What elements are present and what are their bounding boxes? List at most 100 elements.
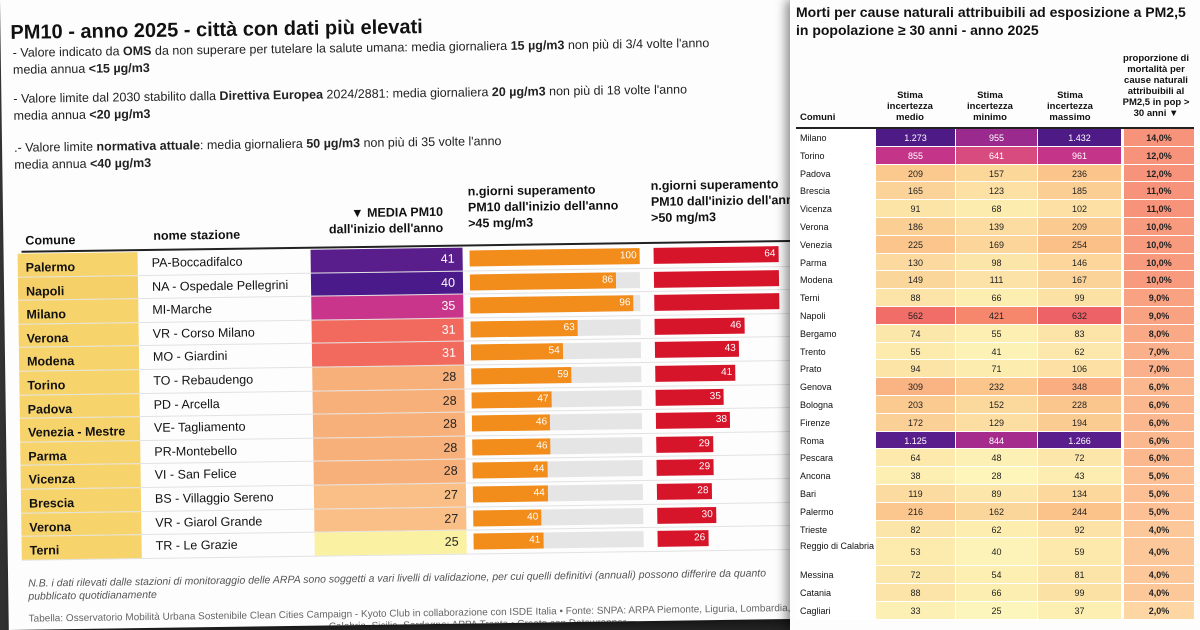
proporzione-cell: 11,0% <box>1124 182 1194 200</box>
table-row: Brescia 165 123 185 11,0% <box>796 182 1194 201</box>
stima-cell: 55 <box>956 324 1038 342</box>
comune-cell: Bari <box>796 484 876 502</box>
stima-cell: 641 <box>956 146 1038 164</box>
media-cell: 28 <box>313 436 466 462</box>
stima-cell: 59 <box>1038 538 1122 566</box>
table-row: Modena 149 111 167 10,0% <box>796 271 1194 290</box>
table-row: Trieste 82 62 92 4,0% <box>796 520 1194 539</box>
table-row: Trento 55 41 62 7,0% <box>796 342 1194 361</box>
stima-cell: 348 <box>1038 378 1122 395</box>
stazione-cell: MI-Marche <box>152 302 213 318</box>
stima-cell: 53 <box>876 538 956 566</box>
media-cell: 28 <box>313 459 466 485</box>
stazione-cell: TO - Rebaudengo <box>153 372 254 388</box>
proporzione-cell: 4,0% <box>1124 520 1194 538</box>
comune-cell: Palermo <box>796 502 876 520</box>
stima-cell: 72 <box>1038 449 1122 467</box>
stima-cell: 1.266 <box>1038 431 1122 449</box>
header-minimo: Stima incertezza minimo <box>967 90 1013 123</box>
stima-cell: 632 <box>1038 306 1122 324</box>
giorni-45-bar: 40 <box>473 509 542 526</box>
stima-cell: 38 <box>876 467 956 484</box>
stima-cell: 64 <box>876 449 956 467</box>
stima-cell: 130 <box>876 253 956 271</box>
comune-cell: Vicenza <box>20 464 141 489</box>
stima-cell: 119 <box>876 484 956 502</box>
stima-cell: 54 <box>956 566 1038 584</box>
stima-cell: 228 <box>1038 395 1122 413</box>
stima-cell: 37 <box>1038 601 1122 619</box>
table-row: Firenze 172 129 194 6,0% <box>796 413 1194 432</box>
table-row: Padova 209 157 236 12,0% <box>796 164 1194 183</box>
giorni-45-bar: 47 <box>471 390 552 409</box>
stima-cell: 40 <box>956 538 1038 566</box>
comune-cell: Reggio di Calabria <box>796 538 876 566</box>
stima-cell: 152 <box>956 395 1038 413</box>
stima-cell: 167 <box>1038 271 1122 289</box>
table-row: Napoli 562 421 632 9,0% <box>796 306 1194 325</box>
right-header-divider <box>796 127 1194 129</box>
media-cell: 27 <box>313 483 467 509</box>
giorni-50-bar <box>654 293 780 312</box>
comune-cell: Bergamo <box>796 324 876 342</box>
stima-cell: 89 <box>956 484 1038 502</box>
giorni-45-bar: 41 <box>473 532 544 550</box>
pm10-rows: Palermo PA-Boccadifalco 41 100 64 Napoli NA - … <box>17 242 804 561</box>
comune-cell: Genova <box>796 378 876 395</box>
comune-cell: Catania <box>796 584 876 601</box>
stima-cell: 41 <box>956 342 1038 360</box>
stima-cell: 236 <box>1038 164 1122 182</box>
comune-cell: Parma <box>20 440 141 466</box>
media-cell: 25 <box>314 530 467 556</box>
stima-cell: 68 <box>956 200 1038 217</box>
comune-cell: Venezia - Mestre <box>19 417 141 442</box>
stima-cell: 165 <box>876 182 956 200</box>
comune-cell: Terni <box>796 289 876 306</box>
table-row: Vicenza 91 68 102 11,0% <box>796 200 1194 218</box>
stima-cell: 844 <box>956 431 1038 449</box>
stima-cell: 961 <box>1038 146 1122 164</box>
header-media[interactable]: ▼ MEDIA PM10 dall'inizio dell'anno <box>328 204 444 237</box>
comune-cell: Palermo <box>17 252 138 277</box>
stima-cell: 99 <box>1038 289 1122 306</box>
stazione-cell: PD - Arcella <box>153 396 220 412</box>
stazione-cell: VR - Giarol Grande <box>155 513 263 530</box>
stima-cell: 1.273 <box>876 129 956 146</box>
comune-cell: Vicenza <box>796 200 876 217</box>
giorni-45-bar: 44 <box>472 461 548 479</box>
pm25-table-panel: Morti per cause naturali attribuibili ad… <box>790 0 1200 630</box>
stima-cell: 62 <box>956 520 1038 538</box>
comune-cell: Pescara <box>796 449 876 467</box>
header-comune: Comune <box>25 232 76 248</box>
giorni-50-bar: 46 <box>654 317 745 335</box>
comune-cell: Cagliari <box>796 601 876 619</box>
table-row: Palermo 216 162 244 5,0% <box>796 502 1194 521</box>
table-row: Bari 119 89 134 5,0% <box>796 484 1194 503</box>
giorni-50-bar: 41 <box>655 364 736 382</box>
giorni-50-bar: 64 <box>653 246 779 264</box>
stima-cell: 134 <box>1038 484 1122 502</box>
comune-cell: Trieste <box>796 520 876 538</box>
table-row: Pescara 64 48 72 6,0% <box>796 449 1194 468</box>
comune-cell: Terni <box>21 535 142 560</box>
media-cell: 28 <box>312 365 465 391</box>
stima-cell: 232 <box>956 378 1038 395</box>
stima-cell: 1.432 <box>1038 129 1122 146</box>
table-row: Prato 94 71 106 7,0% <box>796 360 1194 379</box>
proporzione-cell: 12,0% <box>1124 146 1194 164</box>
limit-note: - Valore limite dal 2030 stabilito dalla… <box>13 82 688 123</box>
comune-cell: Bologna <box>796 395 876 413</box>
media-cell: 27 <box>314 507 467 532</box>
media-cell: 28 <box>312 389 465 414</box>
proporzione-cell: 5,0% <box>1124 502 1194 520</box>
stima-cell: 185 <box>1038 182 1122 200</box>
giorni-45-bar: 46 <box>471 414 551 432</box>
table-row: Roma 1.125 844 1.266 6,0% <box>796 431 1194 450</box>
stima-cell: 1.125 <box>876 431 956 449</box>
header-proporzione[interactable]: proporzione di mortalità per cause natur… <box>1122 53 1190 119</box>
comune-cell: Venezia <box>796 235 876 253</box>
stima-cell: 72 <box>876 566 956 584</box>
table-row: Venezia 225 169 254 10,0% <box>796 235 1194 254</box>
stima-cell: 194 <box>1038 413 1122 431</box>
